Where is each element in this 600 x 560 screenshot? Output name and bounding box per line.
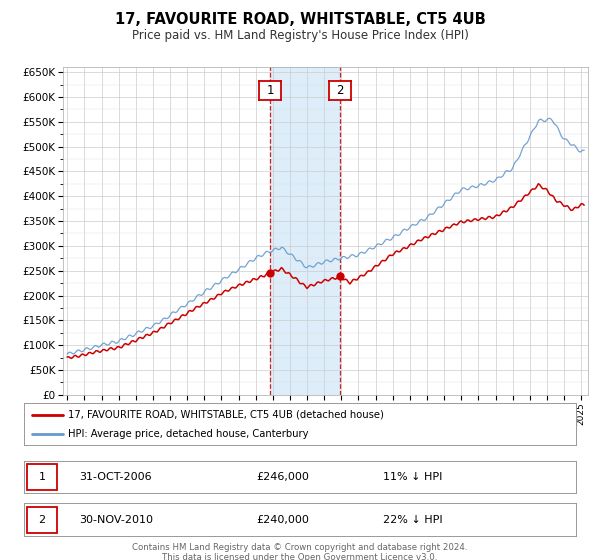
Text: 1: 1 bbox=[266, 83, 274, 97]
Text: 1: 1 bbox=[38, 472, 46, 482]
Text: 17, FAVOURITE ROAD, WHITSTABLE, CT5 4UB: 17, FAVOURITE ROAD, WHITSTABLE, CT5 4UB bbox=[115, 12, 485, 27]
Text: 30-NOV-2010: 30-NOV-2010 bbox=[79, 515, 153, 525]
Text: This data is licensed under the Open Government Licence v3.0.: This data is licensed under the Open Gov… bbox=[163, 553, 437, 560]
Text: Contains HM Land Registry data © Crown copyright and database right 2024.: Contains HM Land Registry data © Crown c… bbox=[132, 543, 468, 552]
Text: HPI: Average price, detached house, Canterbury: HPI: Average price, detached house, Cant… bbox=[68, 429, 308, 439]
FancyBboxPatch shape bbox=[27, 464, 57, 490]
FancyBboxPatch shape bbox=[27, 507, 57, 533]
Text: 22% ↓ HPI: 22% ↓ HPI bbox=[383, 515, 442, 525]
Text: £246,000: £246,000 bbox=[256, 472, 309, 482]
Text: 31-OCT-2006: 31-OCT-2006 bbox=[79, 472, 152, 482]
Bar bbox=[270, 67, 340, 395]
Text: 17, FAVOURITE ROAD, WHITSTABLE, CT5 4UB (detached house): 17, FAVOURITE ROAD, WHITSTABLE, CT5 4UB … bbox=[68, 409, 384, 419]
Text: 2: 2 bbox=[336, 83, 344, 97]
Text: 2: 2 bbox=[38, 515, 46, 525]
Text: 11% ↓ HPI: 11% ↓ HPI bbox=[383, 472, 442, 482]
Text: £240,000: £240,000 bbox=[256, 515, 309, 525]
Text: Price paid vs. HM Land Registry's House Price Index (HPI): Price paid vs. HM Land Registry's House … bbox=[131, 29, 469, 42]
